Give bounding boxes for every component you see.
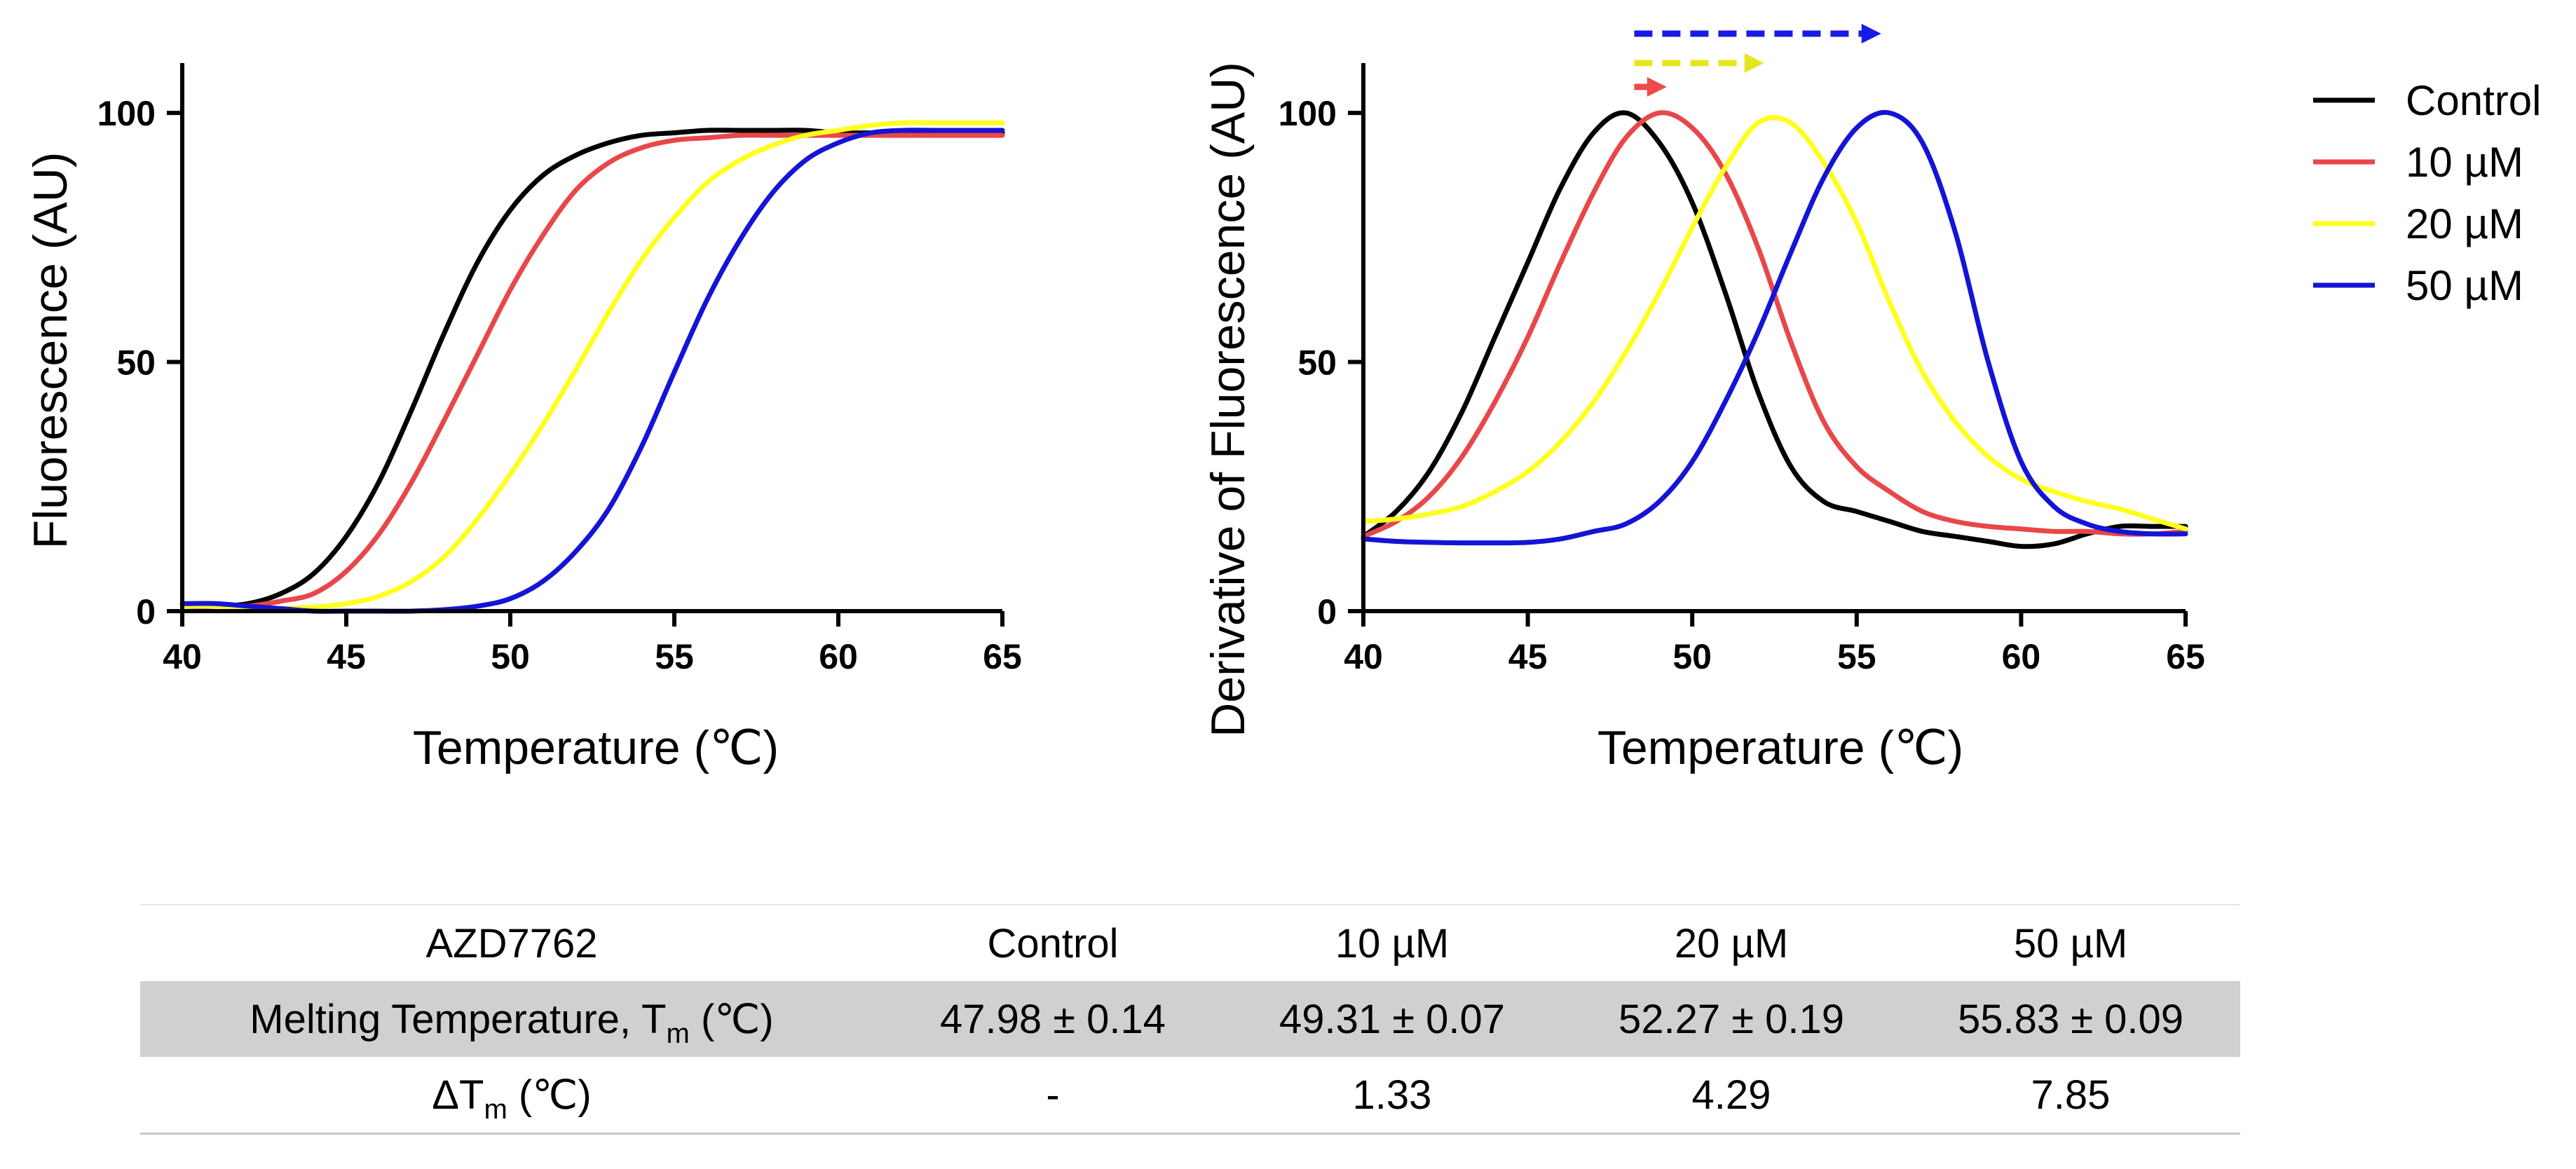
table-header-control: Control [883, 904, 1222, 981]
fluorescence-y-axis-title: Fluorescence (AU) [24, 152, 77, 549]
derivative-y-axis-title: Derivative of Fluorescence (AU) [1201, 62, 1255, 737]
fluorescence-series-group [179, 120, 1005, 614]
table-cell-tm-20um: 52.27 ± 0.19 [1562, 981, 1901, 1057]
fluorescence-x-tick-label: 45 [327, 637, 366, 676]
table-cell-dtm-20um: 4.29 [1562, 1057, 1901, 1135]
derivative-y-tick-label: 50 [1297, 343, 1337, 383]
derivative-y-tick-label: 100 [1279, 94, 1337, 133]
legend-label-20-um: 20 µM [2406, 200, 2523, 247]
table-header-compound: AZD7762 [140, 904, 883, 981]
derivative-line-10-um [1361, 110, 2188, 539]
derivative-x-tick-label: 60 [2002, 637, 2041, 676]
fluorescence-x-tick-label: 50 [491, 637, 530, 676]
derivative-line-20-um [1361, 115, 2188, 532]
derivative-line-control [1361, 110, 2188, 549]
figure-canvas: 40 45 50 55 60 65 0 50 100 Temperature (℃) Fluor… [24, 24, 2541, 774]
derivative-series-group [1361, 109, 2188, 549]
dtm-label-unit: (℃) [507, 1072, 592, 1118]
fluorescence-x-tick-label: 60 [819, 637, 858, 676]
tm-label-unit: (℃) [689, 997, 774, 1042]
derivative-x-tick-label: 50 [1672, 637, 1712, 676]
table-header-10um: 10 µM [1222, 904, 1562, 981]
table-cell-tm-10um: 49.31 ± 0.07 [1222, 981, 1562, 1057]
table-cell-dtm-10um: 1.33 [1222, 1057, 1562, 1135]
melting-temperature-table: AZD7762 Control 10 µM 20 µM 50 µM Meltin… [140, 904, 2240, 1135]
table-header-50um: 50 µM [1901, 904, 2240, 981]
table-cell-dtm-50um: 7.85 [1901, 1057, 2240, 1135]
fluorescence-x-axis-title: Temperature (℃) [413, 721, 779, 774]
derivative-axes: 40 45 50 55 60 65 0 50 100 [1279, 63, 2205, 676]
derivative-x-tick-label: 45 [1508, 637, 1548, 676]
table-cell-tm-50um: 55.83 ± 0.09 [1901, 981, 2240, 1057]
fluorescence-axes: 40 45 50 55 60 65 0 50 100 [97, 63, 1022, 676]
table-cell-dtm-control: - [883, 1057, 1222, 1135]
table-row-label-dtm: ΔTm (℃) [140, 1057, 883, 1135]
derivative-y-tick-label: 0 [1317, 592, 1337, 631]
tm-label-main: Melting Temperature, T [250, 997, 667, 1042]
table-header-row: AZD7762 Control 10 µM 20 µM 50 µM [140, 904, 2240, 981]
shift-arrowhead-20-um [1744, 53, 1764, 73]
tm-shift-arrows [1634, 24, 1881, 97]
derivative-x-tick-label: 55 [1837, 637, 1876, 676]
table-row-dtm: ΔTm (℃) - 1.33 4.29 7.85 [140, 1057, 2240, 1135]
shift-arrowhead-50-um [1861, 24, 1881, 43]
fluorescence-x-tick-label: 55 [655, 637, 694, 676]
legend-label-10-um: 10 µM [2406, 139, 2523, 186]
table-header-20um: 20 µM [1562, 904, 1901, 981]
fluorescence-line-20-um [179, 120, 1005, 612]
dtm-label-main: ΔT [432, 1072, 484, 1118]
fluorescence-line-50-um [179, 128, 1005, 614]
table-cell-tm-control: 47.98 ± 0.14 [883, 981, 1222, 1057]
derivative-line-50-um [1361, 109, 2188, 546]
legend-label-50-um: 50 µM [2406, 262, 2523, 309]
fluorescence-y-tick-label: 0 [136, 592, 156, 631]
table-row-tm: Melting Temperature, Tm (℃) 47.98 ± 0.14… [140, 981, 2240, 1057]
fluorescence-y-tick-label: 50 [116, 343, 156, 383]
table-row-label-tm: Melting Temperature, Tm (℃) [140, 981, 883, 1057]
derivative-x-tick-label: 40 [1344, 637, 1383, 676]
derivative-x-axis-title: Temperature (℃) [1597, 721, 1963, 774]
fluorescence-chart: 40 45 50 55 60 65 0 50 100 Temperature (℃) Fluor… [24, 63, 1022, 774]
shift-arrowhead-10-um [1647, 77, 1667, 97]
fluorescence-x-tick-label: 40 [163, 637, 202, 676]
derivative-chart: 40 45 50 55 60 65 0 50 100 Temperature (℃) Deriv… [1201, 24, 2205, 774]
dtm-label-subscript: m [484, 1094, 507, 1125]
fluorescence-x-tick-label: 65 [983, 637, 1022, 676]
derivative-x-tick-label: 65 [2166, 637, 2205, 676]
legend-label-control: Control [2406, 77, 2541, 124]
tm-label-subscript: m [666, 1018, 690, 1049]
fluorescence-y-tick-label: 100 [97, 94, 156, 133]
legend: Control 10 µM 20 µM 50 µM [2313, 77, 2541, 309]
